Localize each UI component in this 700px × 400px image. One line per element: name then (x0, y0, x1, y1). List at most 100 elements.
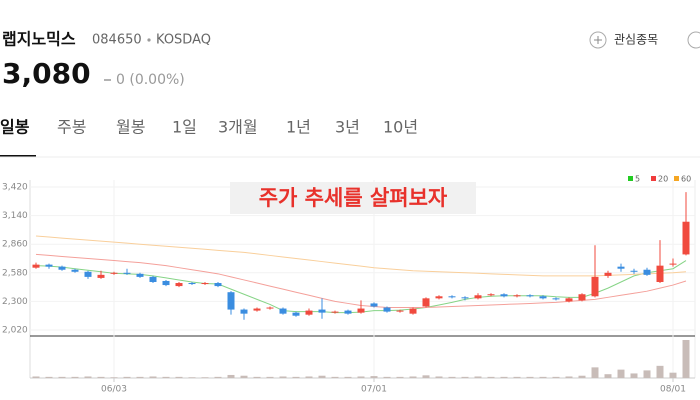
candle-body (84, 271, 92, 277)
volume-bar (357, 376, 365, 378)
candle-body (422, 298, 430, 307)
stock-name: 랩지노믹스 (2, 30, 76, 49)
volume-bar (201, 377, 209, 378)
annotation-bg (230, 182, 476, 214)
volume-bar (643, 370, 651, 378)
candle-body (513, 295, 521, 297)
legend-label: 20 (658, 175, 668, 184)
market: KOSDAQ (156, 33, 211, 48)
price: 3,080 (2, 57, 91, 90)
volume-bar (578, 375, 586, 378)
candle-body (266, 307, 274, 309)
candle-body (227, 292, 235, 310)
volume-bar (526, 376, 534, 378)
tab[interactable]: 주봉 (57, 118, 86, 137)
x-tick-label: 08/01 (660, 385, 686, 395)
volume-bar (682, 340, 690, 378)
volume-bar (656, 365, 664, 378)
volume-bar (617, 369, 625, 378)
candle-body (370, 303, 378, 307)
x-tick-label: 07/01 (361, 385, 387, 395)
tab[interactable]: 1일 (172, 118, 197, 137)
candle-body (201, 283, 209, 285)
tab[interactable]: 3년 (335, 118, 360, 137)
volume-bar (123, 376, 131, 378)
volume-bar (396, 376, 404, 378)
candle-body (188, 283, 196, 285)
candle-body (305, 310, 313, 315)
volume-bar (630, 373, 638, 378)
candle-body (136, 273, 144, 277)
candle-body (396, 310, 404, 312)
x-tick-label: 06/03 (101, 385, 127, 395)
tab[interactable]: 1년 (286, 118, 311, 137)
candle-body (604, 272, 612, 276)
volume-bar (539, 376, 547, 378)
tabs: 일봉 주봉 월봉 1일 3개월 1년 3년 10년 (0, 118, 418, 157)
volume-bar (58, 376, 66, 378)
volume-bar (331, 376, 339, 378)
candle-body (71, 269, 79, 272)
candle-body (630, 270, 638, 272)
candle-body (435, 296, 443, 299)
candle-body (175, 283, 183, 287)
separator-dot (147, 38, 151, 42)
volume-bar (162, 376, 170, 378)
candle-body (500, 294, 508, 297)
candle-body (539, 296, 547, 299)
candle-body (97, 274, 105, 278)
candle-body (578, 294, 586, 301)
more-button[interactable] (687, 31, 700, 49)
volume-bar (136, 376, 144, 378)
candle-body (58, 266, 66, 270)
tab[interactable]: 일봉 (0, 118, 30, 137)
candle-body (474, 295, 482, 299)
volume-bar (149, 376, 157, 378)
tab[interactable]: 월봉 (116, 118, 145, 137)
legend-swatch (651, 176, 656, 181)
volume-bar (318, 375, 326, 378)
price-change: 0 (0.00%) (116, 72, 185, 88)
candle-body (162, 280, 170, 286)
volume-bar (669, 372, 677, 378)
candle-body (279, 308, 287, 314)
candle-body (448, 296, 456, 298)
candle-body (45, 264, 53, 267)
volume-bar (84, 376, 92, 378)
plus-circle (589, 31, 607, 49)
tab[interactable]: 10년 (383, 118, 418, 137)
y-tick-label: 2,300 (2, 297, 28, 307)
volume-bar (240, 375, 248, 378)
volume-bar (279, 376, 287, 378)
candle-body (656, 265, 664, 282)
volume-bar (435, 376, 443, 378)
candle-body (487, 294, 495, 296)
candle-body (253, 308, 261, 311)
candle-body (461, 297, 469, 299)
volume-bar (214, 376, 222, 378)
volume-bar (448, 376, 456, 378)
volume-bar (461, 376, 469, 378)
volume-bar (409, 376, 417, 378)
volume-bar (175, 376, 183, 378)
candle-body (643, 269, 651, 275)
stock-code: 084650 (92, 33, 142, 48)
legend-swatch (674, 176, 679, 181)
volume-bar (292, 376, 300, 378)
candle-body (240, 309, 248, 314)
legend-label: 60 (681, 175, 691, 184)
moving-average-line (35, 253, 687, 309)
candle-body (32, 264, 40, 268)
volume-bar (500, 376, 508, 378)
volume-bar (383, 376, 391, 378)
y-tick-label: 2,580 (2, 268, 28, 278)
volume-bar (591, 367, 599, 378)
candle-body (149, 276, 157, 282)
active-tab-underline (0, 155, 36, 157)
volume-bar (253, 376, 261, 378)
candle-body (669, 263, 677, 265)
watch-button[interactable]: 관심종목 (589, 31, 658, 49)
tab[interactable]: 3개월 (218, 118, 258, 137)
chart: 2,020 2,300 2,580 2,860 3,140 3,420 06/03 07/01… (2, 175, 696, 395)
